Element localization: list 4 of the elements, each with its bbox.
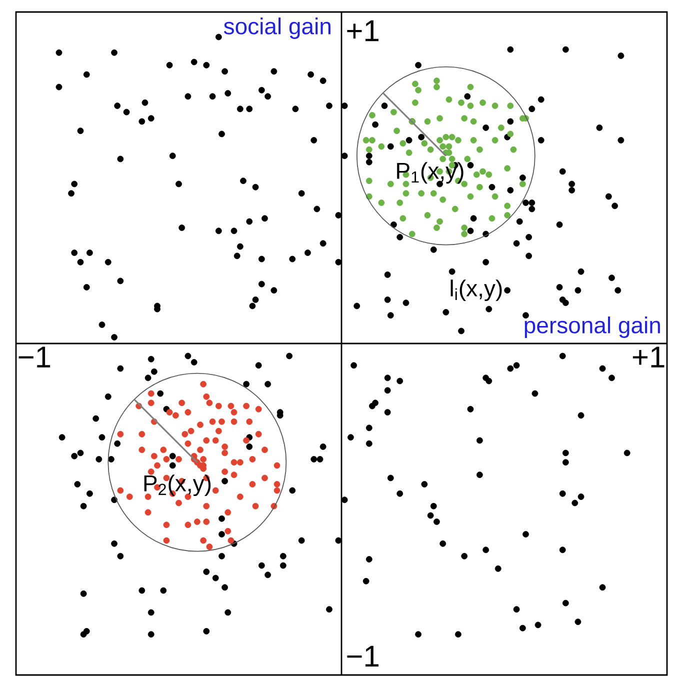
annotation: l$_{i}$(x,y)	[450, 280, 502, 302]
x-axis-title: personal gain	[524, 316, 660, 338]
y-axis-title: social gain	[224, 18, 330, 39]
annotation: P$_{2}$(x,y)	[144, 474, 211, 496]
